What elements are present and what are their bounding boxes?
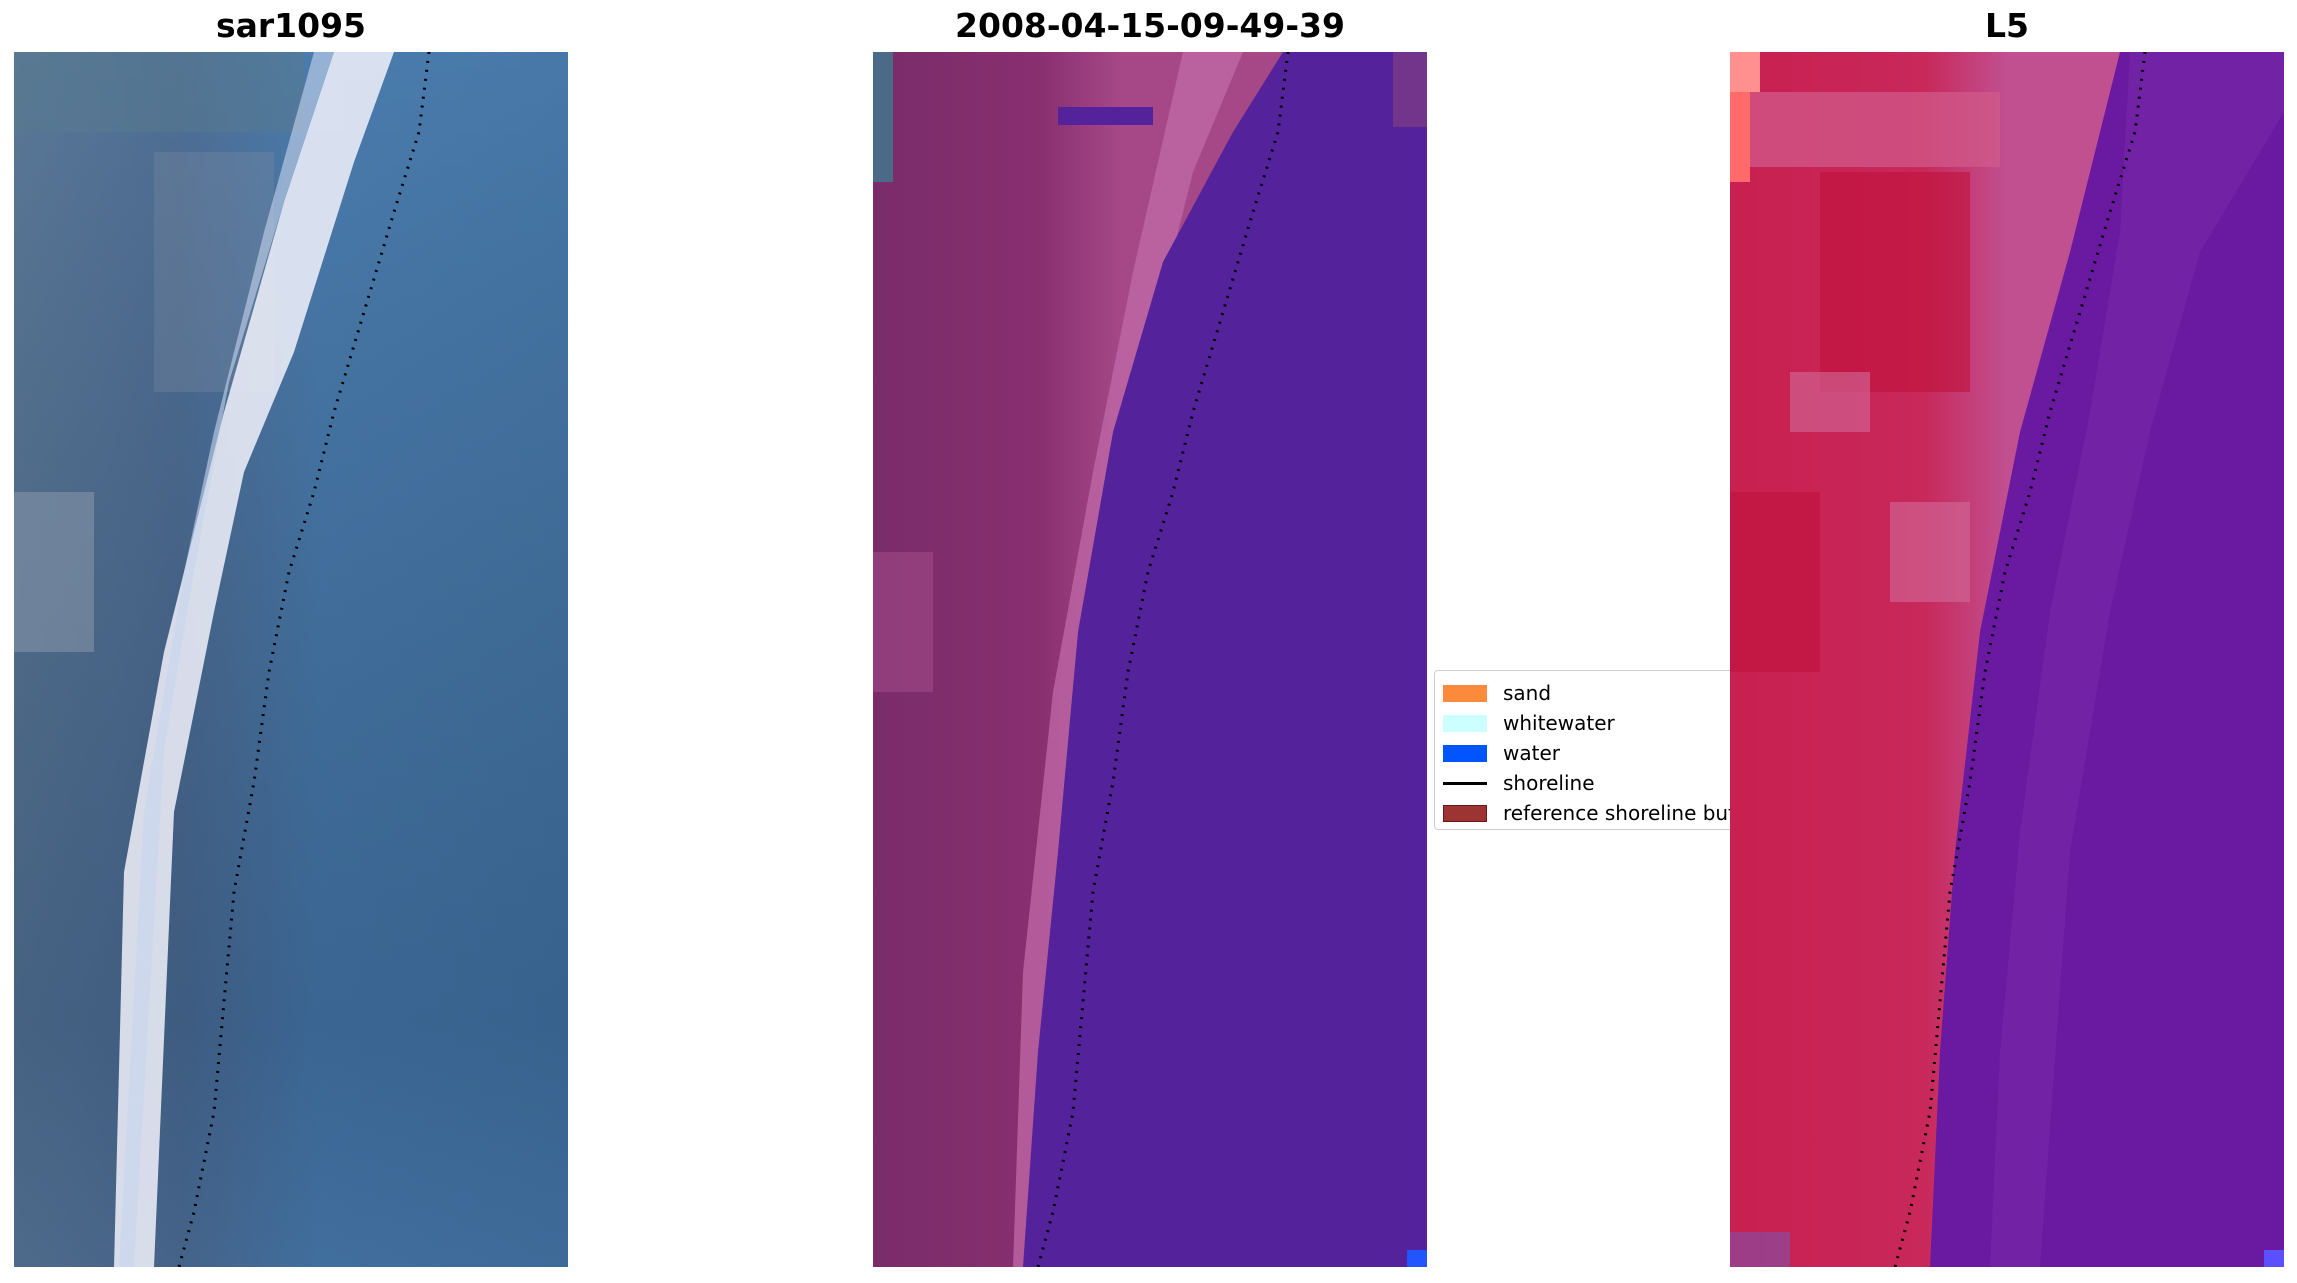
legend-line-shoreline	[1443, 781, 1487, 785]
legend-label-whitewater: whitewater	[1503, 711, 1615, 735]
legend-item-shoreline: shoreline	[1443, 771, 1595, 795]
shoreline-rgb	[177, 52, 431, 1267]
panel-title-rgb: sar1095	[215, 6, 367, 45]
shoreline-classified	[1036, 52, 1290, 1267]
legend-swatch-water	[1443, 744, 1487, 762]
legend-swatch-reference-buffer	[1443, 804, 1487, 822]
legend-swatch-sand	[1443, 684, 1487, 702]
shoreline-index	[1893, 52, 2147, 1267]
classified-image-panel	[873, 52, 1427, 1267]
rgb-image-panel	[14, 52, 568, 1267]
legend-label-sand: sand	[1503, 681, 1552, 705]
classified-image	[873, 52, 1427, 1267]
legend-item-reference-buffer: reference shoreline buffer	[1443, 801, 1735, 825]
index-image	[1730, 52, 2284, 1267]
legend-label-shoreline: shoreline	[1503, 771, 1595, 795]
rgb-image	[14, 52, 568, 1267]
legend-item-water: water	[1443, 741, 1560, 765]
panel-title-classified: 2008-04-15-09-49-39	[955, 6, 1345, 45]
index-image-panel	[1730, 52, 2284, 1267]
legend-item-whitewater: whitewater	[1443, 711, 1615, 735]
panel-title-index: L5	[1985, 6, 2029, 45]
legend: sand whitewater water shoreline referenc…	[1434, 670, 1736, 830]
legend-item-sand: sand	[1443, 681, 1551, 705]
legend-swatch-whitewater	[1443, 714, 1487, 732]
legend-label-water: water	[1503, 741, 1560, 765]
legend-label-reference-buffer: reference shoreline buffer	[1503, 801, 1735, 825]
